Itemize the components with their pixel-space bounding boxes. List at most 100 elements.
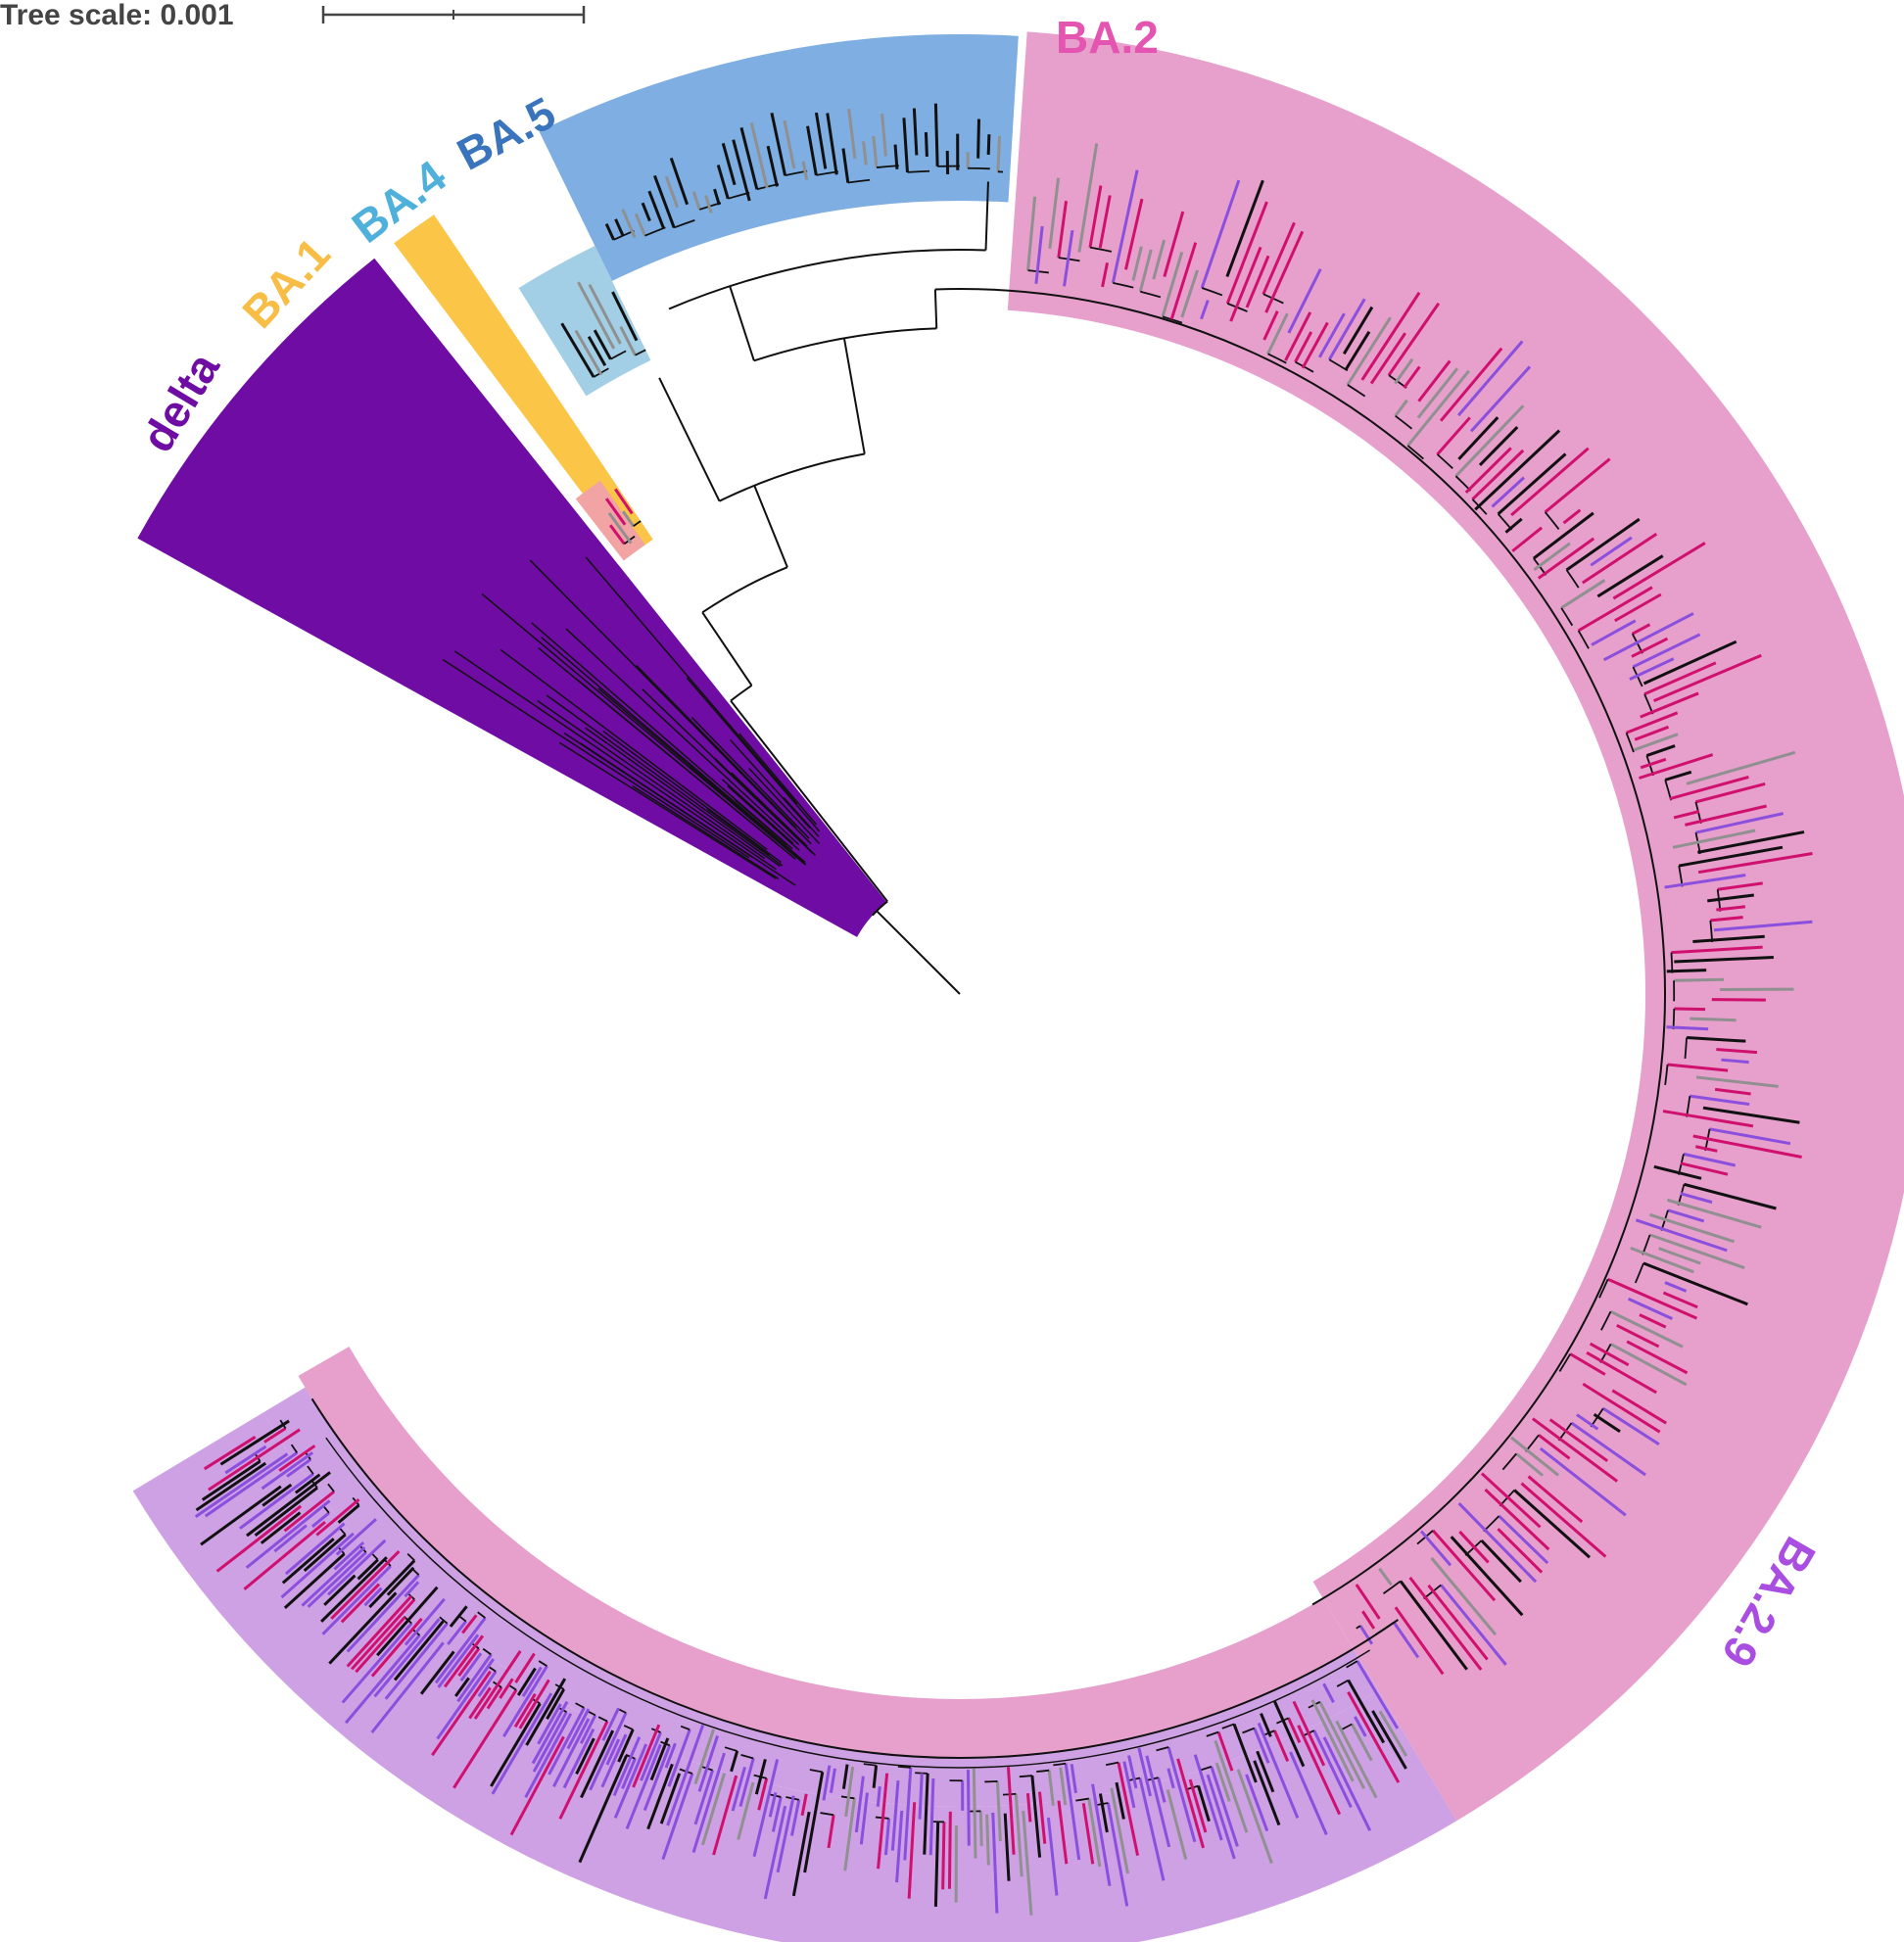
ba2-tip [1645, 744, 1676, 757]
ba2-tip [1680, 1192, 1713, 1205]
ba29b-tip [323, 1574, 357, 1606]
ba2-tip [1674, 955, 1774, 964]
ba2-tip [1464, 447, 1512, 495]
ba29-tip [731, 1766, 746, 1812]
branch-arc [1709, 920, 1714, 943]
ba29-tip [947, 1811, 952, 1889]
ba2-tip [1180, 269, 1199, 318]
ba5-tip [881, 114, 887, 157]
ba2-tip [1633, 733, 1679, 752]
ba29b-tip [340, 1583, 381, 1624]
ba2-tip [1707, 893, 1754, 903]
ba29b-tip [468, 1686, 492, 1720]
ba2-tip [1586, 1350, 1657, 1395]
ba2-tip [1593, 1413, 1621, 1434]
ba2-tip [1057, 201, 1069, 259]
ba5-tip [826, 113, 838, 175]
ba2-tip [1138, 249, 1153, 293]
ba29b-tip [513, 1692, 537, 1729]
ba29b-tip [457, 1647, 481, 1678]
ba29-tip [1176, 1758, 1206, 1849]
ba5-tip [872, 135, 879, 168]
ba29-tip [752, 1759, 780, 1858]
delta-branch [454, 650, 777, 871]
band-ba29 [132, 1412, 1457, 1942]
branch-arc [753, 327, 937, 362]
branch [933, 289, 938, 329]
branch-arc [1560, 607, 1574, 627]
ba29-tip [1098, 1793, 1109, 1833]
ba2-tip [1695, 1075, 1779, 1088]
ba29-tip [1356, 1660, 1400, 1729]
ba29-tip [978, 1811, 983, 1846]
ba29b-tip [499, 1678, 514, 1699]
delta-branch [636, 664, 797, 829]
ba2-tip [1392, 1621, 1420, 1659]
ba29b-tip [516, 1667, 537, 1696]
ba2-tip [1596, 554, 1664, 598]
branch-arc [307, 1465, 314, 1475]
ba29b-tip [509, 1735, 565, 1836]
ba29b-tip [621, 1758, 637, 1789]
ba29-tip [666, 1724, 705, 1826]
ba29-tip [1059, 1767, 1068, 1806]
branch-arc [1670, 952, 1674, 973]
branch-arc [1598, 1278, 1609, 1299]
ba5-tip [749, 122, 769, 189]
ba29-tip [1030, 1775, 1042, 1858]
ba2-tip [1360, 291, 1421, 381]
branch-arc [1336, 1679, 1350, 1687]
ba29b-tip [260, 1511, 302, 1544]
ba2-tip [1607, 1277, 1698, 1320]
ba2-tip [1440, 1584, 1507, 1666]
branch-arc [872, 900, 888, 917]
ba2-tip [1664, 874, 1746, 889]
ba29b-tip [245, 1499, 331, 1569]
ba29-tip [1047, 1770, 1055, 1806]
branch [753, 485, 788, 568]
ba29b-tip [307, 1551, 367, 1608]
delta-branch [558, 741, 777, 879]
ba2-tip [1361, 1610, 1376, 1630]
ba29b-tip [370, 1617, 423, 1678]
backbone [876, 910, 961, 995]
ba2-tip [1394, 1606, 1445, 1676]
ba29b-tip [461, 1614, 478, 1634]
ba2-tip [1527, 1475, 1584, 1524]
ba2-tip [1264, 230, 1305, 313]
ba2-tip [1406, 369, 1470, 448]
ba2-tip [1634, 725, 1670, 741]
ba29-tip [1232, 1723, 1258, 1783]
branch-arc [1664, 1064, 1669, 1085]
ba29-tip [803, 1772, 825, 1873]
ba29b-tip [376, 1586, 439, 1657]
ba2-tip [1262, 310, 1279, 341]
ba2-tip [1721, 1058, 1749, 1065]
ba29-tip [691, 1752, 726, 1853]
ba2-tip [1510, 447, 1590, 517]
ba29b-tip [454, 1677, 470, 1697]
branch-arc [1577, 630, 1590, 649]
ba2-tip [1355, 1584, 1381, 1620]
ba2-tip [1697, 830, 1805, 854]
ba2-tip [1098, 195, 1112, 249]
ba5-tip [653, 174, 676, 228]
ba2-tip [1497, 452, 1567, 516]
ba29-tip [1322, 1682, 1335, 1703]
ba2-tip [1591, 619, 1637, 646]
ba29-tip [1022, 1810, 1033, 1916]
ba29b-tip [546, 1688, 566, 1720]
tree-branches [194, 103, 1813, 1916]
ba29-tip [918, 1773, 924, 1820]
ba29-tip [1193, 1754, 1223, 1841]
ba29b-tip [490, 1702, 542, 1787]
ba2-tip [1674, 1007, 1706, 1012]
ba2-tip [1690, 1017, 1737, 1022]
band-ba2-inner [298, 1347, 1354, 1758]
branch-arc [809, 1769, 823, 1774]
ba29b-tip [301, 1546, 366, 1607]
clade-bands [132, 31, 1904, 1942]
ba5-tip [641, 202, 651, 222]
ba2-tip [1569, 1352, 1606, 1376]
ba29b-tip [514, 1652, 536, 1683]
